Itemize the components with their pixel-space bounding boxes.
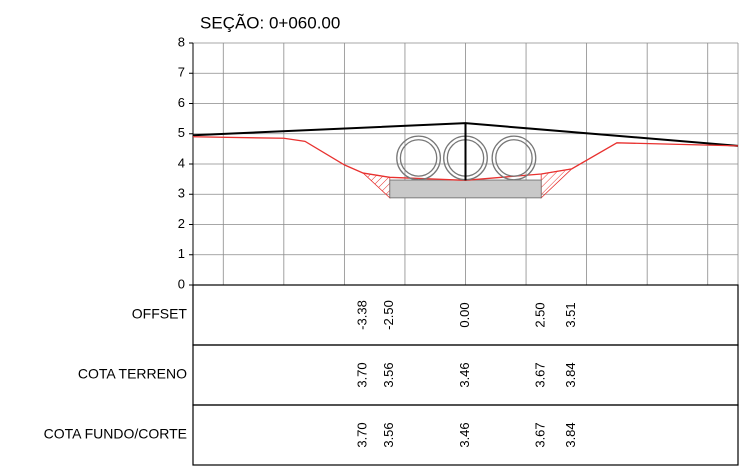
cell-value: 3.84 xyxy=(563,362,578,387)
table-row xyxy=(192,404,739,466)
y-tick-label: 5 xyxy=(178,125,185,140)
y-tick-label: 0 xyxy=(178,276,185,291)
section-line xyxy=(192,122,739,147)
cell-value: 0.00 xyxy=(457,302,472,327)
cell-value: 3.51 xyxy=(563,302,578,327)
cell-value: 2.50 xyxy=(533,302,548,327)
pipe xyxy=(491,135,537,181)
cell-value: -3.38 xyxy=(355,300,370,330)
y-tick-label: 3 xyxy=(178,186,185,201)
cell-value: -2.50 xyxy=(381,300,396,330)
row-label: COTA FUNDO/CORTE xyxy=(44,426,187,442)
y-tick-label: 4 xyxy=(178,155,185,170)
cell-value: 3.46 xyxy=(457,422,472,447)
row-label: COTA TERRENO xyxy=(78,366,187,382)
chart-title: SEÇÃO: 0+060.00 xyxy=(200,13,340,32)
pipe xyxy=(396,135,442,181)
section-line xyxy=(192,136,739,181)
cell-value: 3.84 xyxy=(563,422,578,447)
y-tick-label: 2 xyxy=(178,216,185,231)
cell-value: 3.56 xyxy=(381,362,396,387)
slab xyxy=(389,179,542,199)
cell-value: 3.70 xyxy=(355,362,370,387)
y-tick-label: 7 xyxy=(178,65,185,80)
cell-value: 3.70 xyxy=(355,422,370,447)
y-tick-label: 8 xyxy=(178,34,185,49)
cell-value: 3.67 xyxy=(533,422,548,447)
cell-value: 3.46 xyxy=(457,362,472,387)
pipe xyxy=(495,139,533,177)
y-tick-label: 1 xyxy=(178,246,185,261)
cell-value: 3.56 xyxy=(381,422,396,447)
cell-value: 3.67 xyxy=(533,362,548,387)
y-tick-label: 6 xyxy=(178,95,185,110)
row-label: OFFSET xyxy=(132,306,188,322)
pipe xyxy=(399,139,438,177)
